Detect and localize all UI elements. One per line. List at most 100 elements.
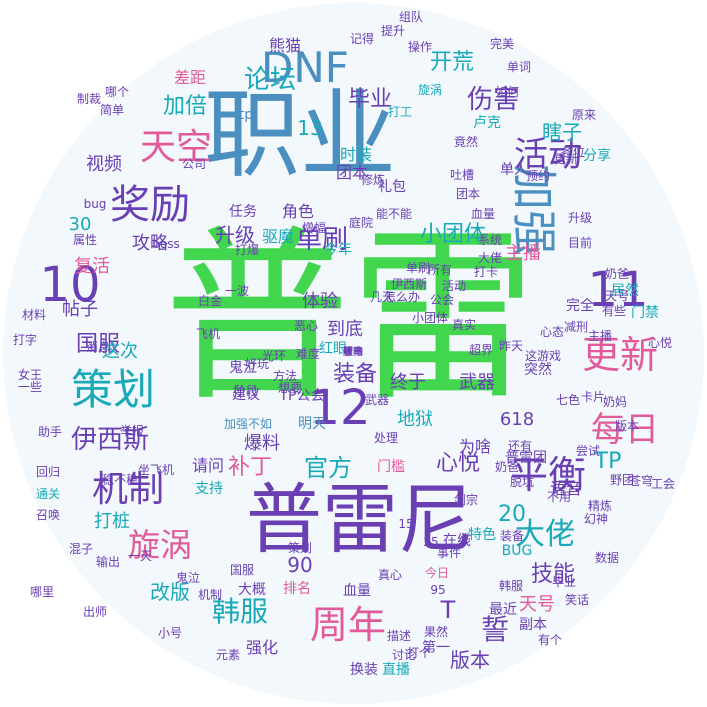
cloud-word: 单刷 [405, 261, 431, 275]
cloud-word: 毕业 [347, 87, 393, 112]
cloud-word: 体验 [302, 291, 338, 312]
cloud-word: 居然 [611, 283, 639, 299]
cloud-word: 门禁 [631, 305, 659, 321]
cloud-word: 简单 [99, 103, 125, 117]
cloud-word: boss [152, 237, 180, 251]
cloud-word: 请问 [191, 456, 225, 475]
cloud-word: 分享 [583, 148, 611, 164]
cloud-word: 加倍 [162, 94, 208, 119]
cloud-word: 25 [423, 535, 439, 549]
cloud-word: 预约 [525, 169, 551, 183]
cloud-word: 飞机 [195, 327, 221, 341]
cloud-word: 职业 [204, 79, 396, 191]
cloud-word: 打桩 [94, 511, 130, 532]
cloud-word: 七色 [555, 393, 581, 407]
cloud-word: 苍穹 [343, 347, 363, 358]
cloud-word: 出师 [82, 605, 108, 619]
cloud-word: 真心 [377, 568, 403, 582]
cloud-word: 支持 [195, 481, 223, 497]
cloud-word: 如何 [494, 85, 520, 99]
cloud-word: 怎么办 [383, 290, 421, 304]
cloud-word: 小团体 [419, 222, 487, 247]
cloud-word: 改版 [150, 580, 190, 604]
cloud-word: 坐飞机 [137, 463, 175, 477]
cloud-word: 回归 [35, 465, 61, 479]
cloud-word: 旋涡 [417, 83, 443, 97]
cloud-word: 瞎子 [542, 120, 582, 144]
cloud-word: DNF [261, 43, 349, 92]
cloud-word: 门槛 [377, 459, 405, 475]
cloud-word: 竟然 [453, 135, 479, 149]
cloud-word: 剑宗 [453, 493, 479, 507]
cloud-word: 天号 [604, 289, 630, 303]
cloud-word: 副本 [519, 617, 547, 633]
cloud-word: 打字 [12, 333, 38, 347]
cloud-word: 升级 [215, 223, 255, 247]
cloud-word: 吐槽 [449, 168, 475, 182]
cloud-word: 奖励 [110, 182, 190, 228]
cloud-word: 主播 [505, 243, 541, 264]
cloud-word: 完全 [566, 298, 594, 314]
cloud-word: 好玩 [244, 357, 270, 371]
cloud-word: 精炼 [587, 499, 613, 513]
cloud-word: 换装 [350, 662, 378, 678]
cloud-word: 几天 [369, 290, 395, 304]
cloud-word: 伊西斯 [70, 425, 150, 455]
cloud-word: 国服 [75, 332, 121, 357]
cloud-word: 武器 [459, 372, 495, 393]
cloud-word: 卡片 [580, 390, 606, 404]
cloud-word: 有些 [601, 304, 627, 318]
cloud-word: 攻略 [132, 233, 168, 254]
cloud-word: 装备 [499, 529, 525, 543]
cloud-word: 团本 [335, 163, 369, 182]
cloud-word: 驱魔 [261, 227, 295, 246]
cloud-word: 讨论 [391, 648, 417, 662]
cloud-word: 618 [499, 409, 535, 430]
cloud-word: 国服 [229, 563, 255, 577]
cloud-word: 奶爸 [494, 460, 520, 474]
cloud-word: 毕竟 [343, 347, 363, 358]
cloud-word: 今年 [324, 242, 352, 258]
cloud-word: 差距 [173, 68, 207, 87]
cloud-word: 活动 [514, 135, 582, 175]
cloud-word: 输出 [95, 555, 121, 569]
cloud-word: 幻神 [583, 512, 609, 526]
cloud-word: 誓 [480, 613, 510, 646]
cloud-word: 血量 [343, 583, 371, 599]
cloud-word: 版本 [450, 648, 490, 672]
cloud-word: 第一 [343, 347, 363, 358]
cloud-word: 昨天 [498, 339, 524, 353]
cloud-word: 制裁 [76, 92, 102, 106]
cloud-word: 哪个 [104, 85, 130, 99]
cloud-word: 组队 [398, 10, 424, 24]
cloud-word: 修炼 [360, 173, 386, 187]
cloud-word: 尝试 [575, 444, 601, 458]
cloud-word: 工会 [650, 477, 676, 491]
cloud-word: tp [238, 107, 254, 123]
cloud-word: 打卡 [473, 265, 499, 279]
cloud-word: 机制 [197, 588, 223, 602]
cloud-word: 庭院 [348, 216, 374, 230]
cloud-word: 大佬 [515, 517, 575, 552]
cloud-word: 材料 [21, 308, 47, 322]
cloud-word: 补丁 [227, 455, 273, 480]
cloud-word: 12 [309, 380, 371, 436]
cloud-word: 帖子 [62, 299, 98, 320]
cloud-word: 团本 [455, 187, 481, 201]
cloud-word: 小号 [157, 626, 183, 640]
cloud-word: 排名 [283, 581, 311, 597]
cloud-word: 哪里 [29, 585, 55, 599]
cloud-word: 减刑 [563, 320, 589, 334]
cloud-word: 加强不如 [223, 417, 273, 431]
cloud-word: 果然 [423, 625, 449, 639]
cloud-word: 地狱 [397, 409, 433, 430]
cloud-word: 一波 [224, 284, 250, 298]
cloud-word: 明天 [298, 416, 326, 432]
cloud-word: 在线 [443, 533, 471, 549]
cloud-word: 一天 [127, 549, 153, 563]
cloud-word: 提升 [380, 24, 406, 38]
cloud-word: 公会 [429, 293, 455, 307]
cloud-word: 野团 [609, 473, 635, 487]
cloud-background-disc [3, 3, 704, 704]
